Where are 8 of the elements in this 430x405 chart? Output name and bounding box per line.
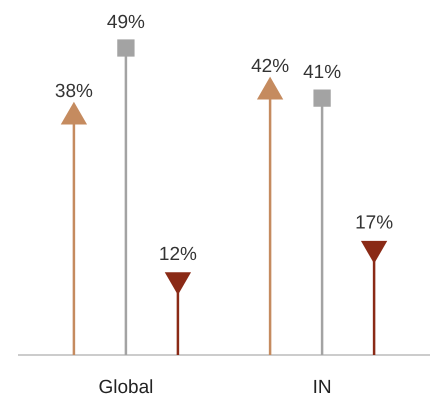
data-label: 17% <box>355 212 394 234</box>
data-label: 12% <box>158 244 198 265</box>
data-label: 38% <box>54 80 94 102</box>
data-label: 49% <box>106 12 146 33</box>
data-label: 41% <box>303 62 342 84</box>
data-label: 42% <box>251 56 290 77</box>
x-tick-label: IN <box>312 377 332 398</box>
x-tick-label: Global <box>98 377 154 398</box>
